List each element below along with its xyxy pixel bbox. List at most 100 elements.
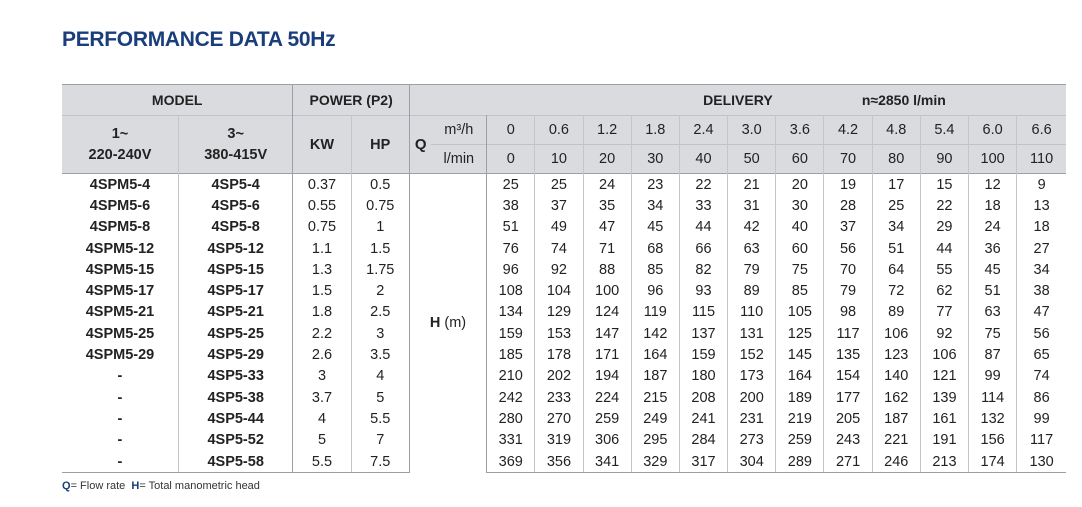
power-hp: 7 [351,429,410,451]
head-symbol: H [429,315,441,332]
head-value: 71 [583,237,632,260]
head-value: 142 [631,323,680,345]
single-phase-model: - [62,386,179,409]
single-phase-model: 4SPM5-4 [62,173,179,196]
flow-lmin-cell: 40 [679,144,729,174]
head-value: 99 [968,365,1018,387]
head-value: 243 [823,429,873,451]
head-value: 18 [1033,219,1050,236]
head-value: 139 [920,386,970,409]
head-value: 145 [775,344,825,366]
unit-lmin: l/min [431,144,488,174]
three-phase-model: 4SP5-21 [178,301,294,324]
power-kw: 1.5 [292,280,352,302]
head-value: 77 [920,301,970,324]
single-phase-model: 4SPM5-15 [62,259,179,281]
power-kw: 1.1 [292,237,352,260]
head-value: 85 [775,280,825,302]
table-row: 4SPM5-12 4SP5-12 1.1 1.5 76 74 71 68 66 63 60 56 51 4… [62,237,1066,260]
table-row: 4SPM5-8 4SP5-8 0.75 1 51 49 47 45 44 42 40 37 34 29 24… [62,216,1066,238]
head-value: 241 [679,408,729,430]
head-value: 134 [486,301,536,324]
hp-header: HP [351,115,410,174]
three-phase-model: 4SP5-33 [178,365,294,387]
head-value: 210 [486,365,536,387]
head-value: 51 [872,237,921,260]
head-value: 295 [631,429,680,451]
head-value: 173 [727,365,777,387]
head-value: 44 [679,216,729,238]
head-value: 68 [631,237,680,260]
power-hp: 2 [351,280,410,302]
head-value: 159 [679,344,729,366]
head-value: 56 [823,237,873,260]
head-value: 42 [727,216,777,238]
head-value: 124 [583,301,632,324]
head-value: 23 [631,173,680,196]
head-value: 72 [872,280,921,302]
power-hp: 4 [351,365,410,387]
single-phase-model: 4SPM5-17 [62,280,179,302]
head-value: 70 [823,259,873,281]
head-value: 27 [1033,240,1050,257]
three-phase-model: 4SP5-6 [178,195,294,217]
head-value: 64 [872,259,921,281]
head-value: 34 [631,195,680,217]
head-value: 304 [727,450,777,474]
table-row: -4SP5-33 3 4 210 202 194 187 180 173 164 154 140 121… [62,365,1066,387]
table-row: 4SPM5-4 4SP5-4 0.37 0.5 H (m) 25 25 24 23 22 21 20 1… [62,172,1066,473]
head-value: 49 [534,216,584,238]
flow-lmin-cell: 30 [631,144,680,174]
table-row: -4SP5-38 3.7 5 242 233 224 215 208 200 189 177 162 1… [62,386,1066,409]
single-phase-voltage: 220-240V [88,146,152,163]
three-phase-symbol: 3~ [227,125,244,142]
head-value: 117 [1030,432,1054,449]
head-value: 164 [775,365,825,387]
head-value: 191 [920,429,970,451]
three-phase-model: 4SP5-29 [178,344,294,366]
head-value: 25 [872,195,921,217]
head-value: 89 [727,280,777,302]
three-phase-header: 3~ 380-415V [178,115,294,174]
power-hp: 1.75 [351,259,410,281]
flow-lmin-cell: 0 [486,144,536,174]
head-value: 9 [1016,173,1066,196]
head-value: 231 [727,408,777,430]
head-value: 63 [727,237,777,260]
head-value: 185 [486,344,536,366]
power-hp: 1 [351,216,410,238]
head-value: 156 [968,429,1018,451]
head-value: 37 [823,216,873,238]
head-value: 74 [534,237,584,260]
flow-m3h-cell: 2.4 [679,115,729,145]
power-hp: 1.5 [351,237,410,260]
head-value: 289 [775,450,825,474]
flow-lmin-cell: 100 [968,144,1018,174]
power-kw: 0.75 [292,216,352,238]
table-row: 4SPM5-15 4SP5-15 1.3 1.75 96 92 88 85 82 79 75 70 64… [62,259,1066,281]
head-value: 56 [1033,325,1050,342]
head-value: 114 [968,386,1018,409]
power-hp: 0.75 [351,195,410,217]
head-value: 319 [534,429,584,451]
three-phase-model: 4SP5-17 [178,280,294,302]
power-hp: 5 [351,386,410,409]
head-value: 76 [486,237,536,260]
head-value: 271 [823,450,873,474]
three-phase-model: 4SP5-12 [178,237,294,260]
flow-m3h-cell: 4.2 [823,115,873,145]
legend-h-text: = Total manometric head [139,480,260,492]
head-value: 341 [583,450,632,474]
power-kw: 0.37 [292,173,352,196]
power-kw: 5.5 [292,450,352,474]
power-kw: 0.55 [292,195,352,217]
head-value: 194 [583,365,632,387]
head-value: 65 [1033,347,1050,364]
head-value: 100 [583,280,632,302]
head-value: 92 [534,259,584,281]
head-value: 152 [727,344,777,366]
flow-m3h-cell: 6.0 [968,115,1018,145]
single-phase-model: 4SPM5-6 [62,195,179,217]
head-value: 213 [920,450,970,474]
head-value: 88 [583,259,632,281]
